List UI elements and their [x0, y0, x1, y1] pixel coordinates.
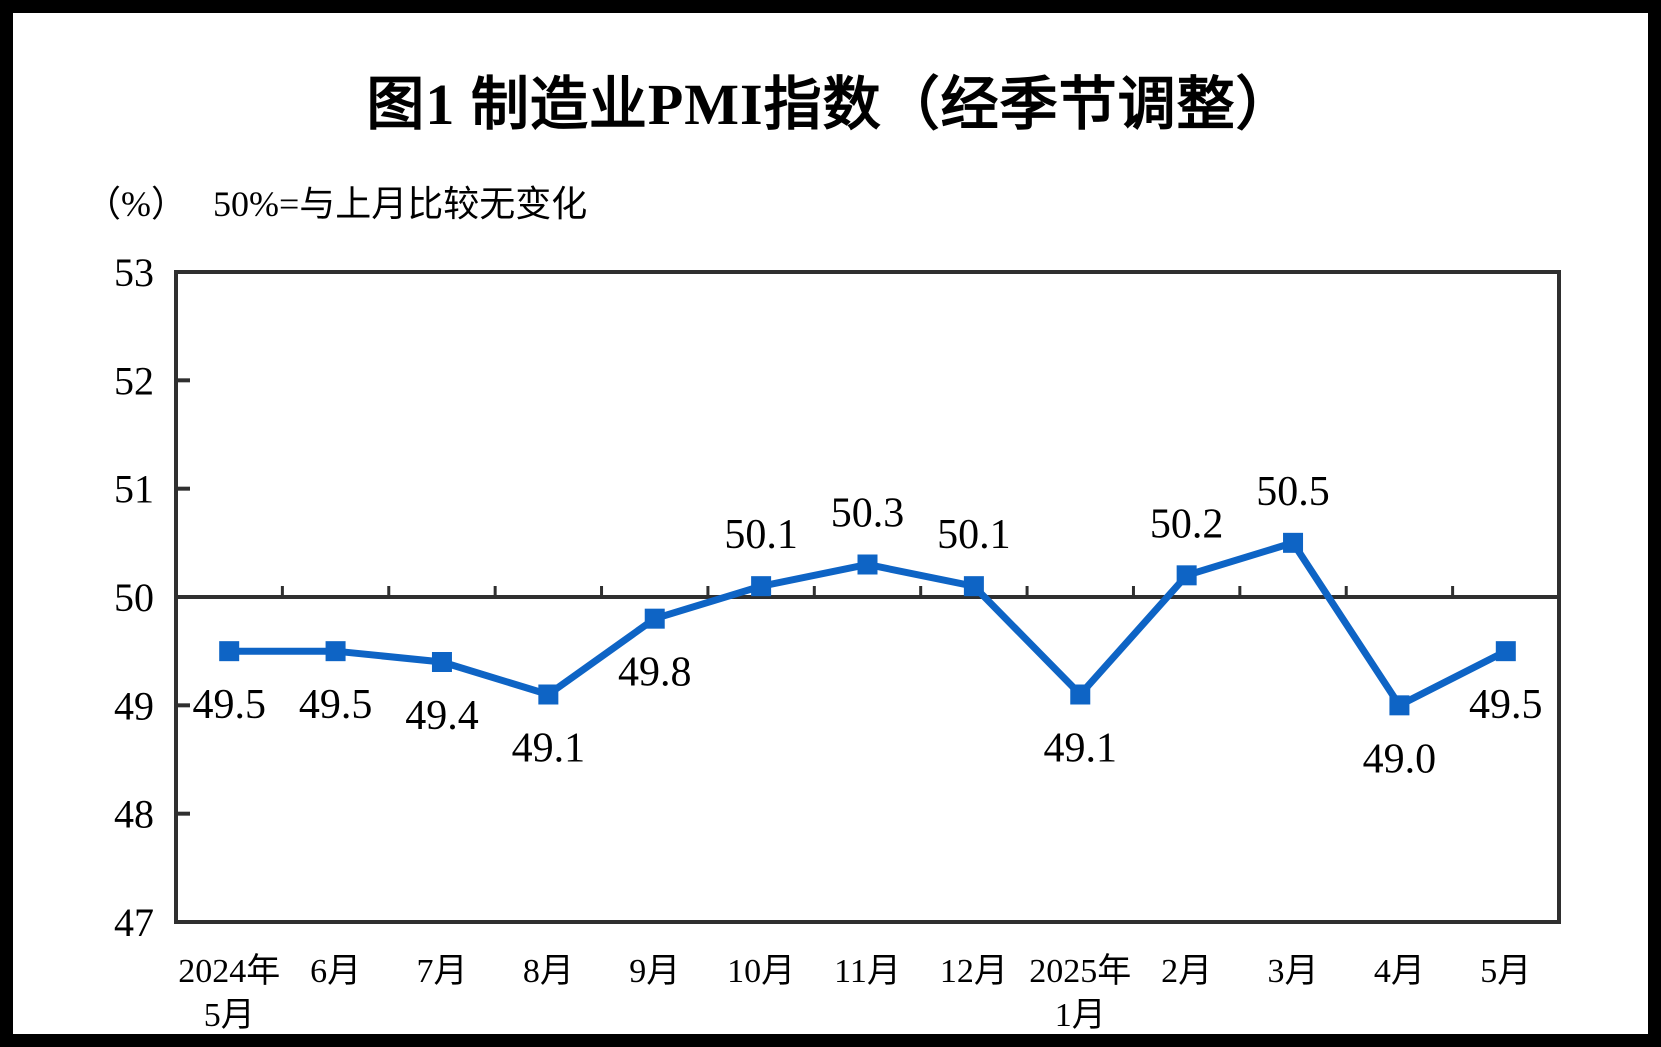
- x-axis-label: 3月: [1268, 953, 1319, 990]
- data-point-marker: [751, 576, 772, 597]
- y-axis-label: 48: [114, 792, 154, 837]
- data-point-marker: [963, 576, 984, 597]
- data-point-label: 49.5: [1469, 682, 1543, 728]
- data-point-label: 49.5: [299, 682, 373, 728]
- plot-border: [174, 270, 1561, 924]
- data-point-label: 49.8: [618, 650, 692, 696]
- data-point-label: 49.1: [1044, 726, 1118, 772]
- x-axis-label: 9月: [629, 953, 680, 990]
- x-axis-label: 4月: [1374, 953, 1425, 990]
- y-axis-label: 53: [114, 250, 154, 295]
- x-axis-label: 2月: [1161, 953, 1212, 990]
- x-axis-label: 6月: [310, 953, 361, 990]
- data-point-marker: [1070, 684, 1091, 705]
- data-point-marker: [1389, 695, 1410, 716]
- data-point-label: 50.1: [724, 512, 798, 558]
- y-axis-label: 52: [114, 358, 154, 403]
- x-axis-label: 10月: [727, 953, 795, 990]
- x-axis-label: 2024年: [178, 952, 280, 990]
- y-axis-unit-label: （%）: [85, 184, 187, 224]
- x-axis-label: 8月: [523, 953, 574, 990]
- chart-subtitle: （%） 50%=与上月比较无变化: [85, 175, 587, 227]
- y-axis-label: 51: [114, 467, 154, 512]
- data-point-marker: [857, 554, 878, 575]
- x-axis-label: 1月: [1055, 997, 1106, 1034]
- data-point-label: 49.4: [405, 693, 479, 739]
- x-axis-label: 5月: [204, 997, 255, 1034]
- data-point-label: 50.5: [1256, 469, 1330, 515]
- data-point-label: 49.1: [512, 726, 586, 772]
- y-axis-label: 50: [114, 575, 154, 620]
- data-point-label: 49.5: [192, 682, 266, 728]
- pmi-line-chart: 47 48 49 50 51 52 53 2024年 5月 6月 7月 8月 9月 10月 11月 12月 20…: [114, 250, 1561, 1034]
- x-axis-label: 11月: [834, 953, 901, 990]
- y-axis-label: 47: [114, 900, 154, 945]
- x-axis-label: 5月: [1480, 953, 1531, 990]
- data-point-marker: [1176, 565, 1197, 586]
- data-point-marker: [1495, 641, 1516, 662]
- data-point-marker: [219, 641, 240, 662]
- x-axis-label: 2025年: [1029, 952, 1131, 990]
- data-point-marker: [1283, 532, 1304, 553]
- x-axis-label: 12月: [940, 953, 1008, 990]
- data-point-label: 50.1: [937, 512, 1011, 558]
- y-axis-label: 49: [114, 683, 154, 728]
- reference-note: 50%=与上月比较无变化: [213, 184, 588, 224]
- x-axis-label: 7月: [416, 953, 467, 990]
- chart-title: 图1 制造业PMI指数（经季节调整）: [366, 72, 1295, 137]
- data-point-marker: [538, 684, 559, 705]
- data-point-label: 50.2: [1150, 501, 1224, 547]
- data-point-marker: [431, 652, 452, 672]
- data-point-label: 50.3: [831, 491, 905, 537]
- data-point-label: 49.0: [1363, 736, 1437, 782]
- data-point-marker: [644, 608, 665, 629]
- data-point-marker: [325, 641, 346, 662]
